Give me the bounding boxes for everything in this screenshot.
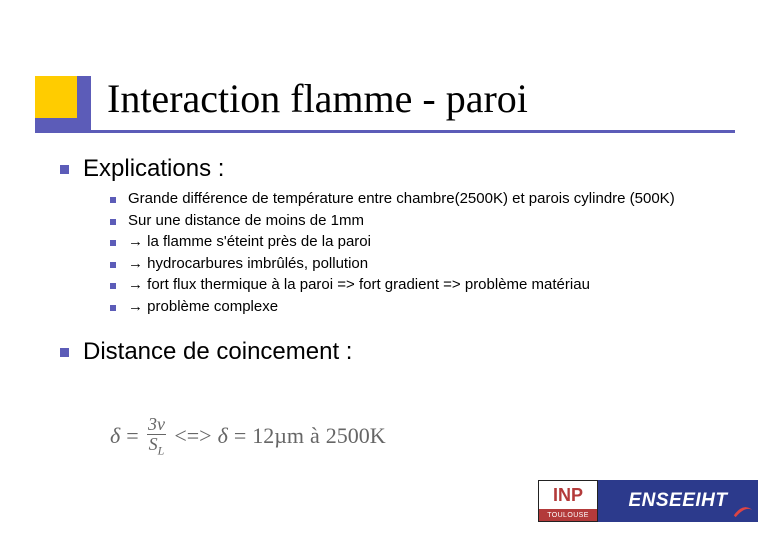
section-heading: Distance de coincement : [60, 338, 755, 366]
list-item: → problème complexe [110, 297, 755, 317]
bullet-list: Grande différence de température entre c… [110, 189, 755, 316]
equals-sign: = [126, 423, 138, 449]
list-item: → hydrocarbures imbrûlés, pollution [110, 254, 755, 274]
logo-enseeiht: ENSEEIHT [598, 480, 758, 522]
bullet-square-icon [110, 262, 116, 268]
section-heading-text: Distance de coincement : [83, 338, 352, 366]
equals-sign: = [234, 423, 246, 449]
section-heading: Explications : [60, 155, 755, 183]
list-item: → fort flux thermique à la paroi => fort… [110, 275, 755, 295]
section-heading-text: Explications : [83, 155, 224, 183]
iff-symbol: <=> [174, 423, 211, 449]
swoosh-icon [732, 497, 754, 519]
content-area: Explications : Grande différence de temp… [60, 155, 755, 372]
list-item: Sur une distance de moins de 1mm [110, 211, 755, 231]
list-item-text: → la flamme s'éteint près de la paroi [128, 232, 371, 252]
list-item-text: Grande différence de température entre c… [128, 189, 675, 209]
fraction-denominator: SL [147, 434, 167, 457]
list-item-text: → problème complexe [128, 297, 278, 317]
formula-lhs-symbol: δ [110, 423, 120, 449]
logo-inp: INP TOULOUSE [538, 480, 598, 522]
title-underline [35, 130, 735, 133]
list-item-text: → fort flux thermique à la paroi => fort… [128, 275, 590, 295]
bullet-square-icon [60, 165, 69, 174]
bullet-square-icon [110, 283, 116, 289]
logo-enseeiht-text: ENSEEIHT [628, 490, 727, 512]
slide-title: Interaction flamme - paroi [107, 75, 528, 122]
bullet-square-icon [60, 348, 69, 357]
title-accent-square-inner [35, 76, 77, 118]
bullet-square-icon [110, 305, 116, 311]
bullet-square-icon [110, 219, 116, 225]
fraction-numerator: 3ν [148, 415, 165, 434]
formula-rhs-at: à [310, 423, 320, 449]
list-item-text: → hydrocarbures imbrûlés, pollution [128, 254, 368, 274]
bullet-square-icon [110, 197, 116, 203]
formula-rhs-symbol: δ [218, 423, 228, 449]
formula: δ = 3ν SL <=> δ = 12µm à 2500K [110, 415, 386, 457]
bullet-square-icon [110, 240, 116, 246]
logo-inp-subtext: TOULOUSE [539, 509, 597, 521]
formula-rhs-value: 12µm [252, 423, 304, 449]
fraction: 3ν SL [147, 415, 167, 457]
list-item-text: Sur une distance de moins de 1mm [128, 211, 364, 231]
formula-rhs-temp: 2500K [326, 423, 386, 449]
logo-inp-text: INP [539, 481, 597, 509]
list-item: → la flamme s'éteint près de la paroi [110, 232, 755, 252]
logo-area: INP TOULOUSE ENSEEIHT [538, 480, 758, 522]
list-item: Grande différence de température entre c… [110, 189, 755, 209]
